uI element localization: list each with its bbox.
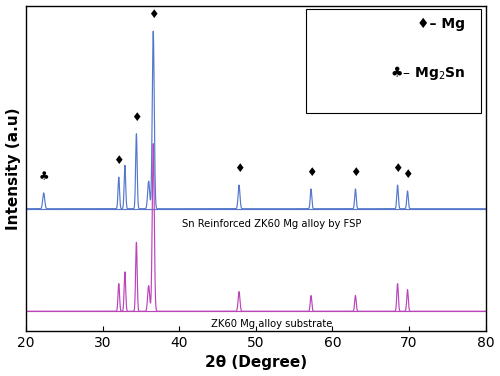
Text: ♦: ♦ <box>350 166 360 179</box>
Text: ♦– Mg: ♦– Mg <box>417 17 465 31</box>
Text: ZK60 Mg alloy substrate: ZK60 Mg alloy substrate <box>210 319 332 329</box>
Text: ♦: ♦ <box>131 111 141 124</box>
Text: ♦: ♦ <box>392 162 403 175</box>
Text: Sn Reinforced ZK60 Mg alloy by FSP: Sn Reinforced ZK60 Mg alloy by FSP <box>182 218 361 229</box>
Text: ♣: ♣ <box>38 170 49 183</box>
Text: ♦: ♦ <box>402 168 413 181</box>
Text: ♦– Mg: ♦– Mg <box>420 15 468 29</box>
FancyBboxPatch shape <box>306 9 481 113</box>
Y-axis label: Intensity (a.u): Intensity (a.u) <box>6 107 20 229</box>
Text: ♣– Mg$_2$Sn: ♣– Mg$_2$Sn <box>390 64 465 82</box>
Text: ♦: ♦ <box>234 162 244 175</box>
Text: ♦: ♦ <box>306 166 316 179</box>
Text: ♣– Mg$_2$Sn: ♣– Mg$_2$Sn <box>392 71 468 89</box>
X-axis label: 2θ (Degree): 2θ (Degree) <box>205 355 307 370</box>
Text: ♦: ♦ <box>148 8 158 21</box>
Text: ♦: ♦ <box>114 154 124 167</box>
